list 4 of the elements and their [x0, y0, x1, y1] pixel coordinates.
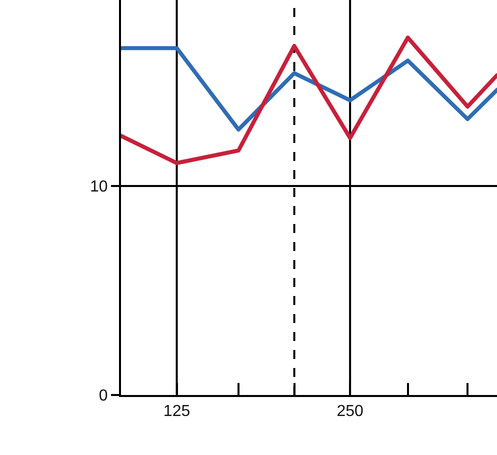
x-tick-label: 250: [336, 403, 364, 420]
x-tick-label: 125: [163, 403, 190, 420]
y-tick-label: 0: [98, 388, 108, 405]
y-tick-label: 10: [90, 178, 108, 196]
